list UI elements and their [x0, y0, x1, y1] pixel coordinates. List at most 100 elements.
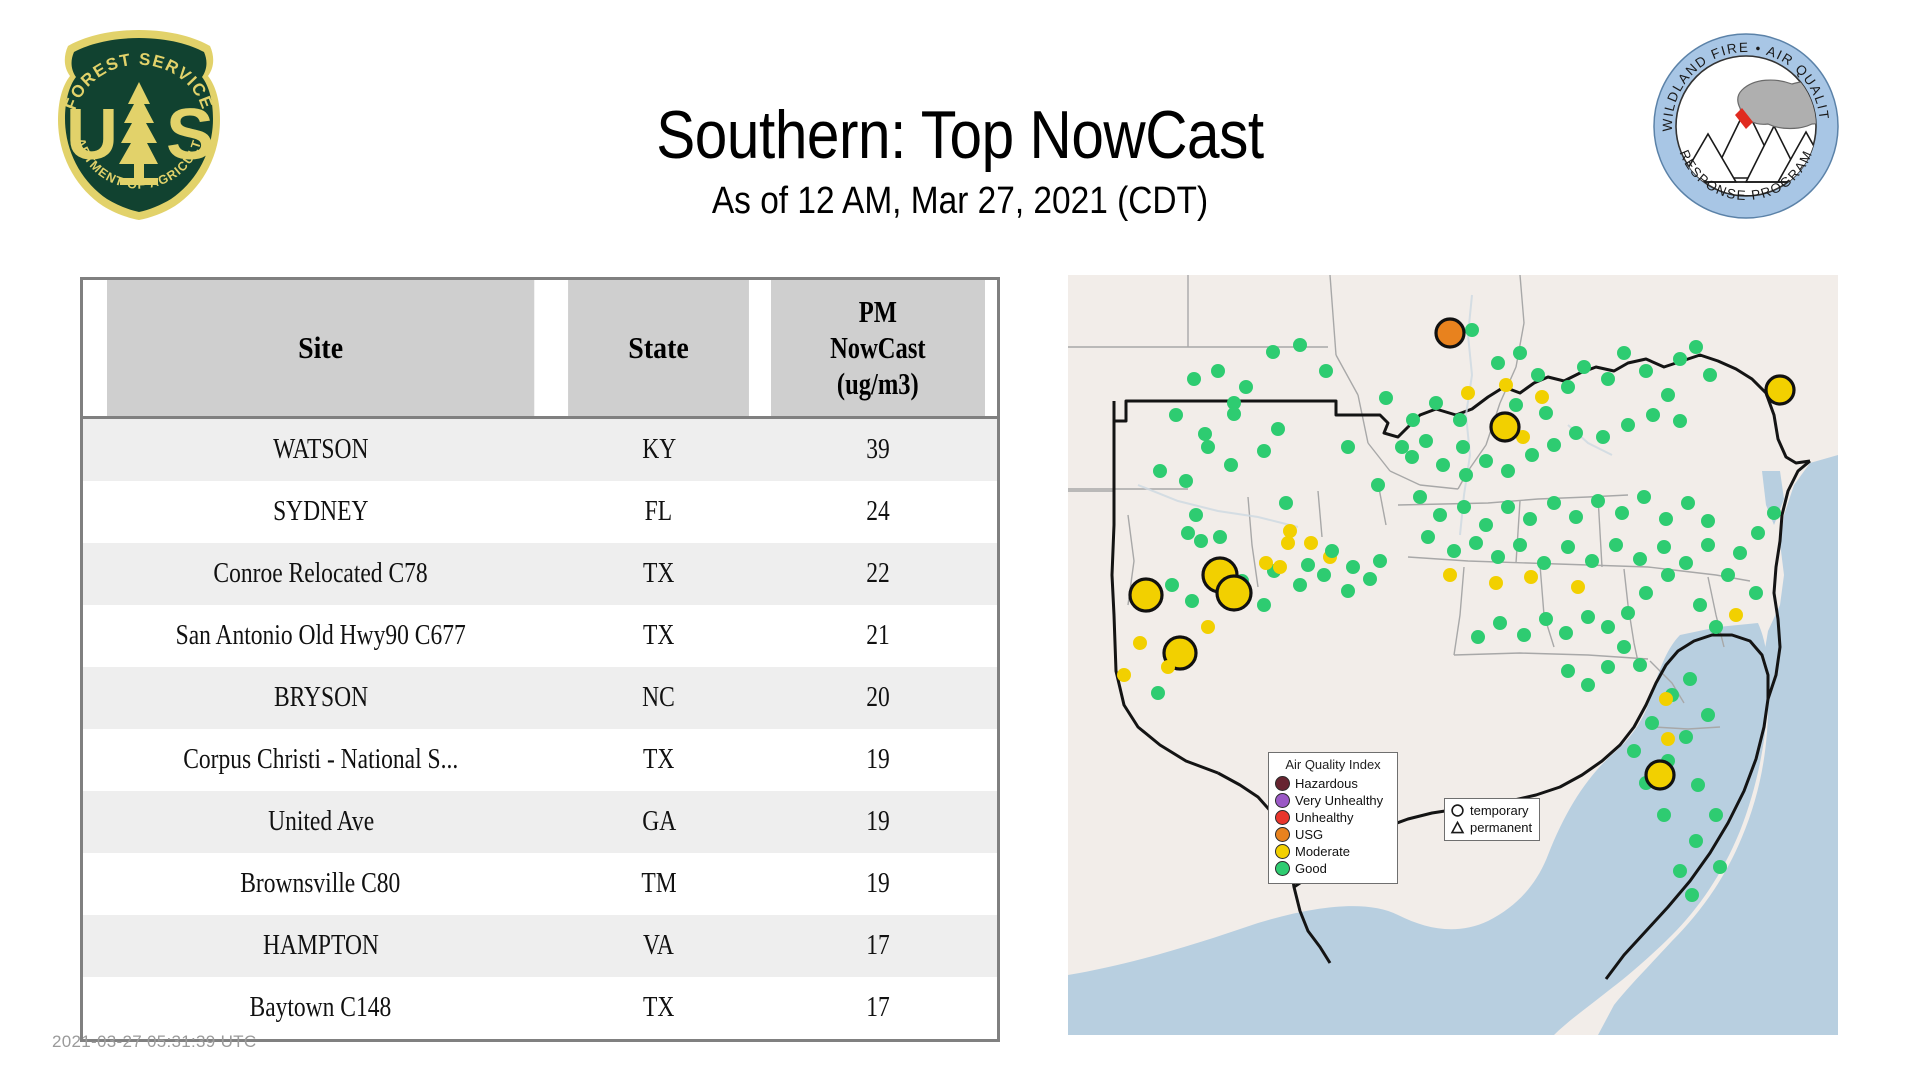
monitor-marker[interactable] — [1661, 568, 1675, 582]
monitor-marker[interactable] — [1447, 544, 1461, 558]
monitor-marker[interactable] — [1509, 398, 1523, 412]
monitor-marker[interactable] — [1479, 518, 1493, 532]
monitor-marker[interactable] — [1513, 538, 1527, 552]
table-row[interactable]: HAMPTON VA 17 — [83, 915, 997, 977]
monitor-marker[interactable] — [1601, 372, 1615, 386]
table-row[interactable]: BRYSON NC 20 — [83, 667, 997, 729]
monitor-marker[interactable] — [1657, 808, 1671, 822]
monitor-marker[interactable] — [1283, 524, 1297, 538]
monitor-marker[interactable] — [1571, 580, 1585, 594]
table-row[interactable]: San Antonio Old Hwy90 C677 TX 21 — [83, 605, 997, 667]
top-monitor-marker[interactable] — [1489, 411, 1521, 443]
monitor-marker[interactable] — [1224, 458, 1238, 472]
table-row[interactable]: United Ave GA 19 — [83, 791, 997, 853]
top-monitor-marker[interactable] — [1215, 574, 1253, 612]
monitor-marker[interactable] — [1524, 570, 1538, 584]
monitor-marker[interactable] — [1501, 500, 1515, 514]
monitor-marker[interactable] — [1429, 396, 1443, 410]
monitor-marker[interactable] — [1646, 408, 1660, 422]
monitor-marker[interactable] — [1198, 427, 1212, 441]
monitor-marker[interactable] — [1633, 658, 1647, 672]
monitor-marker[interactable] — [1491, 356, 1505, 370]
monitor-marker[interactable] — [1456, 440, 1470, 454]
monitor-marker[interactable] — [1701, 514, 1715, 528]
monitor-marker[interactable] — [1266, 345, 1280, 359]
monitor-marker[interactable] — [1279, 496, 1293, 510]
monitor-marker[interactable] — [1585, 554, 1599, 568]
monitor-marker[interactable] — [1165, 578, 1179, 592]
monitor-marker[interactable] — [1457, 500, 1471, 514]
monitor-marker[interactable] — [1703, 368, 1717, 382]
monitor-marker[interactable] — [1453, 413, 1467, 427]
monitor-marker[interactable] — [1581, 678, 1595, 692]
monitor-marker[interactable] — [1181, 526, 1195, 540]
monitor-marker[interactable] — [1459, 468, 1473, 482]
monitor-marker[interactable] — [1559, 626, 1573, 640]
monitor-marker[interactable] — [1117, 668, 1131, 682]
monitor-marker[interactable] — [1661, 388, 1675, 402]
monitor-marker[interactable] — [1471, 630, 1485, 644]
monitor-marker[interactable] — [1185, 594, 1199, 608]
monitor-marker[interactable] — [1637, 490, 1651, 504]
monitor-marker[interactable] — [1257, 598, 1271, 612]
monitor-marker[interactable] — [1273, 560, 1287, 574]
monitor-marker[interactable] — [1539, 612, 1553, 626]
monitor-marker[interactable] — [1569, 510, 1583, 524]
monitor-marker[interactable] — [1659, 692, 1673, 706]
monitor-marker[interactable] — [1691, 778, 1705, 792]
monitor-marker[interactable] — [1406, 413, 1420, 427]
monitor-map[interactable] — [1068, 275, 1838, 1035]
monitor-marker[interactable] — [1751, 526, 1765, 540]
monitor-marker[interactable] — [1501, 464, 1515, 478]
monitor-marker[interactable] — [1436, 458, 1450, 472]
table-row[interactable]: SYDNEY FL 24 — [83, 481, 997, 543]
monitor-marker[interactable] — [1169, 408, 1183, 422]
monitor-marker[interactable] — [1591, 494, 1605, 508]
monitor-marker[interactable] — [1201, 620, 1215, 634]
monitor-marker[interactable] — [1319, 364, 1333, 378]
monitor-marker[interactable] — [1419, 434, 1433, 448]
monitor-marker[interactable] — [1443, 568, 1457, 582]
monitor-marker[interactable] — [1661, 732, 1675, 746]
monitor-marker[interactable] — [1341, 584, 1355, 598]
monitor-marker[interactable] — [1373, 554, 1387, 568]
monitor-marker[interactable] — [1421, 530, 1435, 544]
monitor-marker[interactable] — [1561, 380, 1575, 394]
monitor-marker[interactable] — [1709, 620, 1723, 634]
monitor-marker[interactable] — [1645, 716, 1659, 730]
monitor-marker[interactable] — [1639, 364, 1653, 378]
monitor-marker[interactable] — [1189, 508, 1203, 522]
monitor-marker[interactable] — [1325, 544, 1339, 558]
monitor-marker[interactable] — [1609, 538, 1623, 552]
monitor-marker[interactable] — [1257, 444, 1271, 458]
monitor-marker[interactable] — [1601, 660, 1615, 674]
monitor-marker[interactable] — [1617, 640, 1631, 654]
monitor-marker[interactable] — [1469, 536, 1483, 550]
monitor-marker[interactable] — [1601, 620, 1615, 634]
monitor-marker[interactable] — [1767, 506, 1781, 520]
monitor-marker[interactable] — [1561, 540, 1575, 554]
monitor-marker[interactable] — [1633, 552, 1647, 566]
monitor-marker[interactable] — [1227, 396, 1241, 410]
monitor-marker[interactable] — [1479, 454, 1493, 468]
monitor-marker[interactable] — [1433, 508, 1447, 522]
monitor-marker[interactable] — [1259, 556, 1273, 570]
monitor-marker[interactable] — [1371, 478, 1385, 492]
monitor-marker[interactable] — [1379, 391, 1393, 405]
monitor-marker[interactable] — [1517, 628, 1531, 642]
monitor-marker[interactable] — [1201, 440, 1215, 454]
table-row[interactable]: WATSON KY 39 — [83, 417, 997, 481]
monitor-marker[interactable] — [1547, 438, 1561, 452]
monitor-marker[interactable] — [1346, 560, 1360, 574]
monitor-marker[interactable] — [1304, 536, 1318, 550]
monitor-marker[interactable] — [1749, 586, 1763, 600]
monitor-marker[interactable] — [1153, 464, 1167, 478]
monitor-marker[interactable] — [1681, 496, 1695, 510]
table-row[interactable]: Brownsville C80 TM 19 — [83, 853, 997, 915]
monitor-marker[interactable] — [1701, 708, 1715, 722]
monitor-marker[interactable] — [1413, 490, 1427, 504]
monitor-marker[interactable] — [1721, 568, 1735, 582]
monitor-marker[interactable] — [1639, 586, 1653, 600]
monitor-marker[interactable] — [1685, 888, 1699, 902]
monitor-marker[interactable] — [1493, 616, 1507, 630]
